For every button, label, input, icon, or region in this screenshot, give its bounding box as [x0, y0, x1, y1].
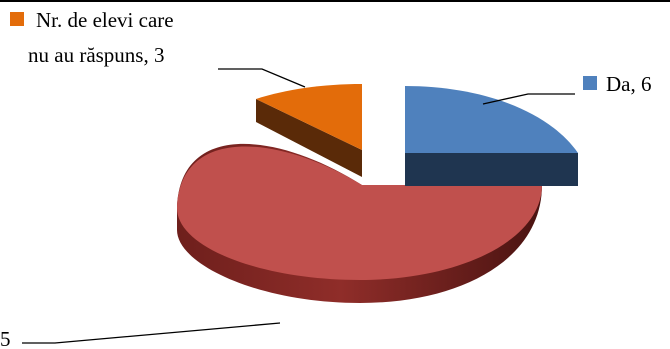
slice-2 — [256, 84, 362, 177]
slice-1-top — [405, 86, 578, 153]
legend-marker-orange — [10, 12, 24, 26]
leader-line-red — [22, 322, 281, 344]
leader-line-da — [482, 93, 575, 105]
label-red: 5 — [0, 327, 11, 349]
slice-1 — [405, 86, 578, 186]
leader-line-nr — [218, 68, 306, 88]
legend-marker-blue — [583, 76, 597, 90]
slice-2-top — [256, 84, 362, 150]
label-nr-line2: nu au răspuns, 3 — [28, 43, 164, 67]
label-nr-line1: Nr. de elevi care — [36, 8, 174, 32]
slice-3-top — [177, 146, 542, 280]
slice-2-side — [256, 99, 362, 177]
slice-1-side — [405, 153, 578, 186]
label-da: Da, 6 — [606, 72, 652, 96]
slice-3 — [177, 143, 542, 303]
